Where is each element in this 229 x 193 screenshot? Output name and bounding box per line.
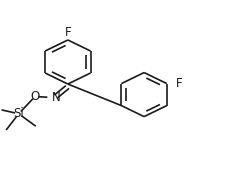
Text: F: F [175, 77, 182, 90]
Text: F: F [65, 26, 71, 39]
Text: O: O [30, 90, 40, 103]
Text: Si: Si [13, 107, 24, 120]
Text: N: N [52, 91, 61, 104]
